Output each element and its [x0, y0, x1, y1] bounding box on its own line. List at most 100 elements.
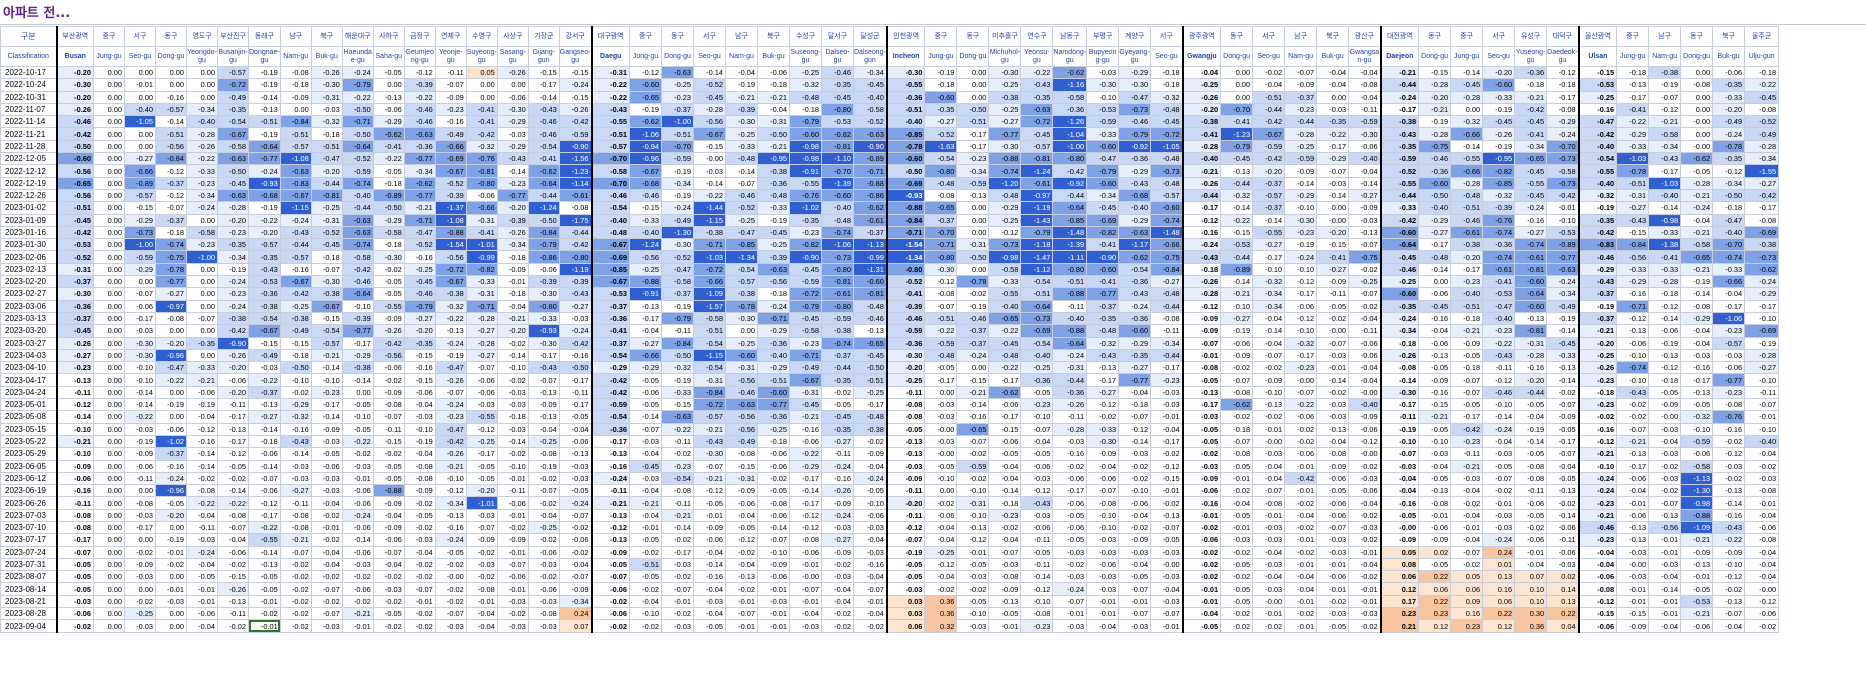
value-cell[interactable]: -0.06 [1680, 619, 1714, 633]
value-cell[interactable]: -0.12 [1150, 459, 1184, 473]
value-cell[interactable]: -0.75 [1418, 139, 1452, 154]
value-cell[interactable]: -0.89 [124, 176, 156, 190]
value-cell[interactable]: -0.27 [1616, 201, 1650, 215]
value-cell[interactable]: -0.02 [341, 570, 374, 584]
value-cell[interactable]: -0.02 [1616, 410, 1650, 424]
value-cell[interactable]: -0.06 [496, 496, 529, 510]
value-cell[interactable]: -0.15 [1577, 65, 1618, 80]
value-cell[interactable]: -0.47 [155, 361, 187, 375]
value-cell[interactable]: -0.60 [1482, 78, 1516, 92]
value-cell[interactable]: -0.13 [956, 188, 990, 203]
value-cell[interactable]: -0.14 [341, 533, 374, 547]
value-cell[interactable]: -0.56 [629, 250, 662, 264]
value-cell[interactable]: -0.22 [1220, 213, 1254, 227]
value-cell[interactable]: -0.14 [496, 434, 529, 449]
value-cell[interactable]: 0.14 [1546, 582, 1580, 596]
value-cell[interactable]: -0.11 [434, 65, 467, 80]
value-cell[interactable]: -0.63 [725, 398, 758, 412]
value-cell[interactable]: -0.05 [1418, 557, 1452, 572]
value-cell[interactable]: -0.62 [1220, 398, 1254, 412]
value-cell[interactable]: -0.59 [341, 164, 374, 178]
value-cell[interactable]: -0.07 [956, 434, 990, 449]
value-cell[interactable]: -0.13 [217, 422, 249, 436]
value-cell[interactable]: -0.56 [434, 250, 467, 264]
value-cell[interactable]: -0.65 [988, 311, 1022, 326]
value-cell[interactable]: -0.40 [757, 348, 790, 363]
value-cell[interactable]: -0.06 [558, 533, 593, 547]
value-cell[interactable]: -0.02 [821, 385, 854, 400]
value-cell[interactable]: -0.76 [789, 188, 822, 203]
value-cell[interactable]: 0.00 [93, 447, 125, 461]
value-cell[interactable]: -0.02 [155, 557, 187, 572]
value-cell[interactable]: -0.46 [1482, 385, 1516, 400]
value-cell[interactable]: -0.18 [1379, 336, 1420, 350]
value-cell[interactable]: -0.07 [885, 533, 926, 547]
value-cell[interactable]: -0.07 [1252, 348, 1286, 363]
value-cell[interactable]: -0.22 [1616, 115, 1650, 129]
value-cell[interactable]: -1.15 [279, 201, 312, 215]
value-cell[interactable]: -0.03 [1181, 459, 1222, 473]
value-cell[interactable]: -0.51 [55, 201, 94, 215]
value-cell[interactable]: -0.41 [590, 324, 630, 338]
value-cell[interactable]: -0.11 [1744, 385, 1780, 400]
value-cell[interactable]: -0.09 [1284, 78, 1318, 92]
value-cell[interactable]: -0.45 [789, 311, 822, 326]
value-cell[interactable]: -0.81 [1514, 262, 1548, 277]
value-cell[interactable]: -0.35 [1712, 152, 1746, 166]
value-cell[interactable]: -0.04 [403, 447, 436, 461]
value-cell[interactable]: -0.45 [1514, 164, 1548, 178]
value-cell[interactable]: -0.16 [155, 459, 187, 473]
value-cell[interactable]: -0.35 [1379, 299, 1420, 313]
value-cell[interactable]: -0.23 [661, 459, 694, 473]
value-cell[interactable]: -0.04 [1284, 570, 1318, 584]
value-cell[interactable]: -1.05 [1150, 139, 1184, 154]
value-cell[interactable]: -0.04 [1118, 385, 1152, 400]
value-cell[interactable]: -0.19 [527, 459, 560, 473]
value-cell[interactable]: 0.36 [924, 607, 958, 621]
value-cell[interactable]: -0.53 [590, 287, 630, 301]
value-cell[interactable]: -0.25 [757, 422, 790, 436]
value-cell[interactable]: -0.22 [693, 188, 726, 203]
value-cell[interactable]: -0.07 [757, 533, 790, 547]
value-cell[interactable]: -0.43 [1020, 496, 1054, 510]
value-cell[interactable]: -0.35 [1379, 139, 1420, 154]
value-cell[interactable]: -0.37 [956, 324, 990, 338]
value-cell[interactable]: -0.58 [661, 275, 694, 289]
value-cell[interactable]: -0.23 [789, 336, 822, 350]
value-cell[interactable]: -0.12 [1020, 582, 1054, 596]
value-cell[interactable]: -0.16 [403, 250, 436, 264]
value-cell[interactable]: -0.29 [789, 459, 822, 473]
value-cell[interactable]: -0.53 [1546, 225, 1580, 240]
value-cell[interactable]: -0.06 [1086, 557, 1120, 572]
value-cell[interactable]: -0.63 [1020, 102, 1054, 117]
value-cell[interactable]: -0.24 [1680, 201, 1714, 215]
value-cell[interactable]: -0.66 [693, 275, 726, 289]
value-cell[interactable]: 0.00 [155, 607, 187, 621]
value-cell[interactable]: -0.03 [55, 594, 94, 609]
value-cell[interactable]: -0.04 [310, 496, 343, 510]
value-cell[interactable]: -0.55 [248, 533, 281, 547]
value-cell[interactable]: -0.02 [527, 570, 560, 584]
value-cell[interactable]: -0.13 [1616, 324, 1650, 338]
value-cell[interactable]: -0.53 [1577, 78, 1618, 92]
value-cell[interactable]: -0.09 [821, 545, 854, 559]
value-cell[interactable]: -0.08 [465, 582, 498, 596]
value-cell[interactable]: -0.71 [885, 225, 926, 240]
value-cell[interactable]: -0.54 [924, 152, 958, 166]
value-cell[interactable]: -0.01 [1616, 594, 1650, 609]
value-cell[interactable]: 0.00 [93, 459, 125, 473]
value-cell[interactable]: -1.03 [693, 250, 726, 264]
value-cell[interactable]: -0.13 [725, 570, 758, 584]
value-cell[interactable]: 0.09 [1450, 594, 1484, 609]
value-cell[interactable]: 0.00 [93, 324, 125, 338]
value-cell[interactable]: -0.39 [725, 102, 758, 117]
value-cell[interactable]: -0.54 [1118, 262, 1152, 277]
value-cell[interactable]: -0.06 [757, 65, 790, 80]
value-cell[interactable]: -0.13 [248, 398, 281, 412]
value-cell[interactable]: -0.03 [1648, 422, 1682, 436]
value-cell[interactable]: -0.24 [1052, 582, 1088, 596]
value-cell[interactable]: -0.03 [496, 385, 529, 400]
value-cell[interactable]: -0.04 [1118, 557, 1152, 572]
value-cell[interactable]: -0.20 [217, 361, 249, 375]
value-cell[interactable]: 0.00 [155, 570, 187, 584]
